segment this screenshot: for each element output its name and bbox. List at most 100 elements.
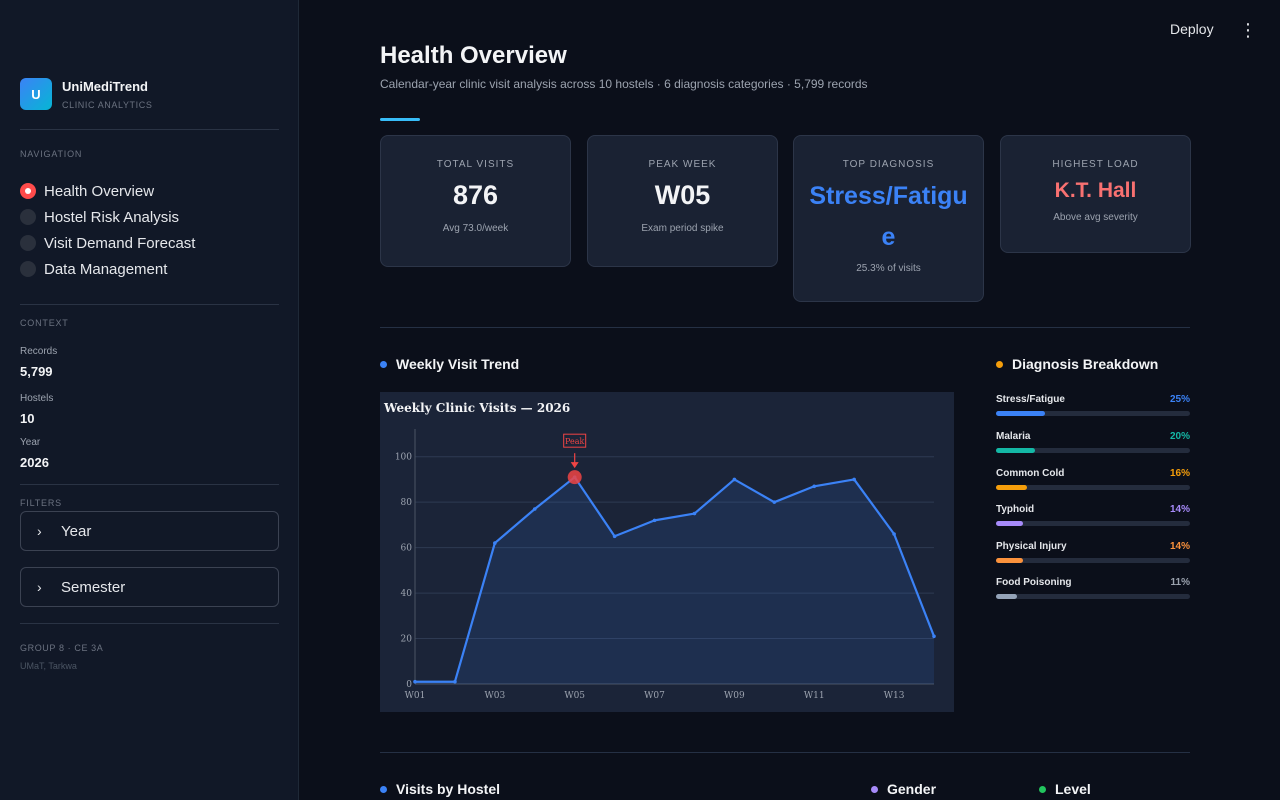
context-hostels: Hostels 10: [20, 393, 53, 426]
sidebar: U UniMediTrend CLINIC ANALYTICS NAVIGATI…: [0, 0, 299, 800]
level-heading: Level: [1039, 781, 1091, 797]
nav-item-health-overview[interactable]: Health Overview: [20, 178, 195, 204]
section-divider: [380, 327, 1190, 328]
kpi-value: 876: [452, 180, 499, 210]
peak-label-box: [563, 433, 587, 448]
peak-arrow-head: [570, 462, 579, 469]
brand-subtitle: CLINIC ANALYTICS: [62, 99, 153, 110]
weekly-visits-chart[interactable]: Weekly Clinic Visits — 2026 0 20 40 60 80 100…: [380, 392, 954, 712]
diagnosis-percent: 14%: [1169, 541, 1190, 552]
nav-item-hostel-risk-analysis[interactable]: Hostel Risk Analysis: [20, 204, 195, 230]
visits-by-hostel-heading: Visits by Hostel: [380, 781, 500, 797]
x-tick-label: W05: [564, 691, 585, 701]
radio-icon: [20, 261, 36, 277]
series-area: [415, 477, 934, 684]
gender-heading: Gender: [871, 781, 936, 797]
x-tick-label: W07: [644, 691, 665, 701]
kpi-value: W05: [654, 180, 711, 210]
kpi-label: TOTAL VISITS: [436, 159, 515, 170]
y-tick-label: 40: [401, 589, 413, 599]
series-line: [415, 476, 936, 683]
section-title: Visits by Hostel: [396, 781, 501, 797]
sidebar-divider: [20, 304, 279, 305]
nav-item-data-management[interactable]: Data Management: [20, 256, 195, 282]
y-tick-label: 80: [401, 498, 413, 508]
x-tick-label: W01: [405, 691, 426, 701]
weekly-trend-heading: Weekly Visit Trend: [380, 356, 519, 372]
filters-section-label: FILTERS: [20, 498, 62, 508]
peak-label: Peak: [565, 437, 585, 446]
section-dot-icon: [1039, 785, 1046, 793]
diagnosis-percent: 16%: [1169, 468, 1190, 479]
x-tick-label: W11: [804, 691, 825, 701]
year-filter-label: Year: [61, 522, 92, 540]
nav-item-label: Hostel Risk Analysis: [44, 208, 180, 226]
diagnosis-row: Typhoid 14%: [996, 504, 1190, 526]
context-year-label: Year: [20, 437, 41, 448]
semester-filter-expander[interactable]: › Semester: [20, 567, 279, 607]
kpi-note: 25.3% of visits: [856, 263, 921, 274]
diagnosis-name: Food Poisoning: [996, 577, 1072, 588]
context-records-label: Records: [20, 346, 58, 357]
page-subtitle: Calendar-year clinic visit analysis acro…: [380, 77, 868, 91]
diagnosis-name: Stress/Fatigue: [996, 394, 1065, 405]
kpi-card-total-visits: TOTAL VISITS 876 Avg 73.0/week: [380, 135, 571, 267]
section-title: Gender: [887, 781, 937, 797]
y-tick-label: 20: [401, 635, 413, 645]
semester-filter-label: Semester: [61, 578, 126, 596]
diagnosis-bar-track: [996, 448, 1190, 453]
radio-icon: [20, 209, 36, 225]
section-divider: [380, 752, 1190, 753]
kpi-label: HIGHEST LOAD: [1052, 159, 1139, 170]
data-point: [812, 484, 817, 489]
context-records: Records 5,799: [20, 346, 57, 379]
kpi-note: Avg 73.0/week: [442, 223, 509, 234]
diagnosis-row: Common Cold 16%: [996, 468, 1190, 490]
sidebar-divider: [20, 484, 279, 485]
section-dot-icon: [380, 360, 387, 368]
diagnosis-bar-track: [996, 485, 1190, 490]
kpi-label: TOP DIAGNOSIS: [842, 159, 935, 170]
diagnosis-name: Typhoid: [996, 504, 1035, 515]
data-point: [532, 507, 537, 511]
diagnosis-bar-fill: [996, 558, 1024, 563]
year-filter-expander[interactable]: › Year: [20, 511, 279, 551]
context-records-value: 5,799: [20, 364, 53, 379]
diagnosis-name: Physical Injury: [996, 541, 1067, 552]
data-point: [932, 634, 936, 639]
diagnosis-bar-fill: [996, 521, 1024, 526]
brand-logo: U: [20, 78, 52, 110]
nav-section-label: NAVIGATION: [20, 149, 83, 159]
footer-group: GROUP 8 · CE 3A: [20, 643, 104, 653]
page-title: Health Overview: [380, 42, 567, 64]
context-hostels-label: Hostels: [20, 393, 54, 404]
section-dot-icon: [996, 360, 1003, 368]
deploy-button[interactable]: Deploy: [1170, 21, 1214, 37]
diagnosis-row: Malaria 20%: [996, 431, 1190, 453]
kebab-menu-icon[interactable]: ⋮: [1239, 19, 1257, 40]
kpi-card-highest-load: HIGHEST LOAD K.T. Hall Above avg severit…: [1000, 135, 1191, 253]
context-year: Year 2026: [20, 437, 49, 470]
data-point: [453, 679, 457, 684]
section-title: Weekly Visit Trend: [396, 356, 520, 372]
diagnosis-percent: 14%: [1169, 504, 1190, 515]
context-section-label: CONTEXT: [20, 318, 69, 328]
nav-item-visit-demand-forecast[interactable]: Visit Demand Forecast: [20, 230, 195, 256]
radio-icon: [20, 235, 36, 251]
accent-underline: [380, 118, 420, 121]
diagnosis-name: Malaria: [996, 431, 1031, 442]
kpi-label: PEAK WEEK: [648, 159, 717, 170]
diagnosis-bar-fill: [996, 594, 1018, 599]
diagnosis-bar-fill: [996, 411, 1045, 416]
data-point: [892, 532, 896, 536]
chart-title: Weekly Clinic Visits — 2026: [384, 401, 571, 415]
chevron-right-icon: ›: [37, 523, 42, 539]
section-title: Diagnosis Breakdown: [1012, 356, 1159, 372]
y-tick-label: 60: [401, 544, 413, 554]
data-point: [612, 534, 617, 539]
peak-marker: [567, 470, 582, 485]
diagnosis-bar-track: [996, 558, 1190, 563]
context-year-value: 2026: [20, 455, 49, 470]
diagnosis-bar-track: [996, 411, 1190, 416]
chevron-right-icon: ›: [37, 579, 42, 595]
